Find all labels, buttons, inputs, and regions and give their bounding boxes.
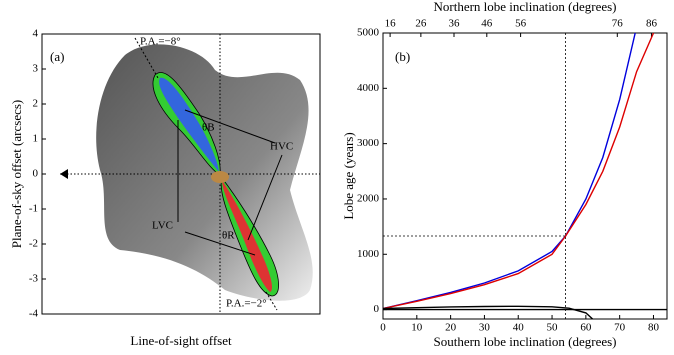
pointer — [184, 109, 276, 144]
y-tick-label: -1 — [29, 203, 38, 215]
y-tick-label: -2 — [29, 238, 38, 250]
panel-a-drawing: (a) P.A.=−8° P.A.=−2° HVC LVC θB θR Plan… — [9, 33, 321, 348]
x2-tick-label: 16 — [385, 18, 397, 30]
panel-label: (a) — [50, 49, 64, 64]
y-tick-label: 1000 — [357, 248, 380, 260]
x2-tick-label: 76 — [612, 18, 624, 30]
series-line — [382, 305, 594, 320]
x-tick-label: 60 — [580, 322, 592, 334]
x-tick-label: 0 — [380, 322, 386, 334]
x2-tick-label: 46 — [481, 18, 493, 30]
x-tick-label: 40 — [513, 322, 525, 334]
x-tick-label: 50 — [547, 322, 559, 334]
x-axis-label: Line-of-sight offset — [130, 333, 232, 348]
y-tick-label: 2000 — [357, 192, 380, 204]
panel-label: (b) — [395, 49, 410, 64]
annotation: LVC — [152, 220, 173, 232]
y-tick-label: 0 — [33, 168, 39, 180]
frame — [382, 32, 668, 320]
y-tick-label: 0 — [374, 303, 380, 315]
x2-tick-label: 86 — [646, 18, 658, 30]
x-axis-label: Southern lobe inclination (degrees) — [433, 334, 616, 349]
y-axis-label: Plane-of-sky offset (arcsecs) — [9, 100, 24, 248]
y-tick-label: 1 — [33, 133, 39, 145]
pointer — [184, 231, 256, 256]
annotation: HVC — [270, 141, 293, 153]
star — [211, 171, 229, 183]
x-tick-label: 80 — [648, 322, 660, 334]
annotation: θB — [202, 122, 215, 134]
south-jet — [222, 180, 273, 292]
y-tick-label: -3 — [29, 273, 39, 285]
annotation: θR — [222, 230, 235, 242]
y-tick-label: -4 — [29, 308, 39, 320]
annotation: P.A.=−8° — [140, 36, 181, 48]
series-line — [382, 32, 655, 310]
y-tick-label: 4000 — [357, 82, 380, 94]
y-tick-label: 3000 — [357, 137, 380, 149]
x-tick-label: 30 — [479, 322, 491, 334]
pointer — [247, 154, 283, 241]
x2-tick-label: 36 — [449, 18, 461, 30]
pa-line — [265, 291, 278, 311]
x-tick-label: 70 — [614, 322, 626, 334]
x-tick-label: 20 — [445, 322, 457, 334]
y-tick-label: 2 — [33, 98, 39, 110]
panel-b: (b) Lobe age (years) Southern lobe incli… — [341, 0, 668, 349]
y-tick-label: 4 — [33, 28, 39, 40]
x2-tick-label: 26 — [415, 18, 427, 30]
north-jet — [159, 77, 219, 172]
eye — [60, 169, 68, 179]
x2-tick-label: 56 — [515, 18, 527, 30]
annotation: P.A.=−2° — [226, 298, 267, 310]
y-tick-label: 5000 — [357, 27, 380, 39]
x-tick-label: 10 — [411, 322, 423, 334]
y-tick-label: 3 — [33, 63, 39, 75]
y-axis-label: Lobe age (years) — [341, 132, 356, 219]
series-line — [382, 32, 636, 310]
x2-axis-label: Northern lobe inclination (degrees) — [433, 0, 616, 14]
